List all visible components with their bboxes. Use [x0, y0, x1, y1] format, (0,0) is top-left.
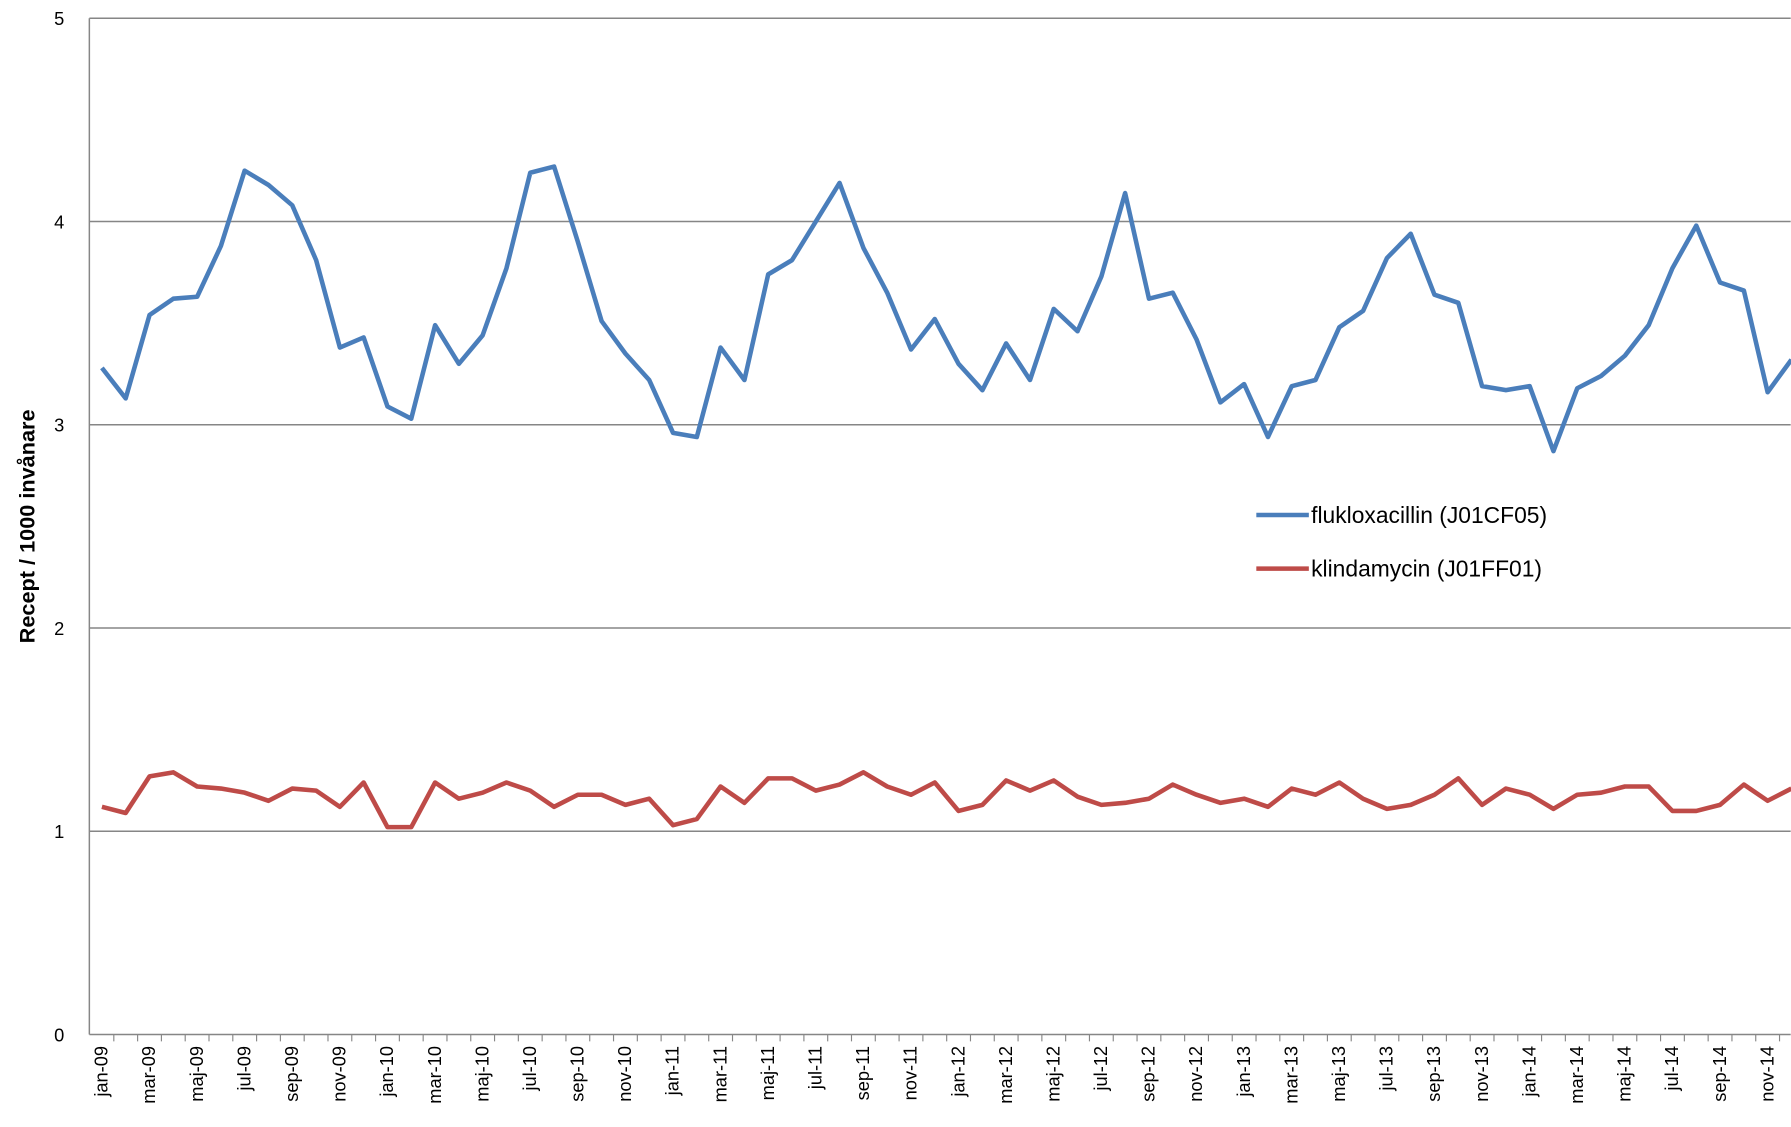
x-tick-label: nov-12	[1185, 1046, 1206, 1102]
x-tick-label: sep-13	[1423, 1046, 1444, 1102]
x-tick-label: mar-12	[995, 1046, 1016, 1104]
y-tick-label: 0	[54, 1024, 64, 1045]
x-tick-label: jan-13	[1233, 1046, 1254, 1098]
x-tick-label: jul-09	[233, 1046, 254, 1092]
legend-label: flukloxacillin (J01CF05)	[1311, 502, 1547, 528]
x-tick-label: sep-14	[1709, 1046, 1730, 1102]
x-tick-label: mar-13	[1280, 1046, 1301, 1104]
x-tick-label: jul-12	[1090, 1046, 1111, 1092]
y-tick-label: 5	[54, 8, 64, 29]
y-axis-title: Recept / 1000 invånare	[15, 409, 40, 643]
x-tick-label: sep-11	[852, 1046, 873, 1100]
legend-label: klindamycin (J01FF01)	[1311, 556, 1542, 582]
x-tick-label: jul-13	[1376, 1046, 1397, 1092]
data-line	[100, 164, 1791, 454]
x-tick-label: nov-14	[1756, 1046, 1777, 1102]
y-tick-label: 4	[54, 211, 64, 232]
y-tick-label: 1	[54, 821, 64, 842]
x-tick-label: maj-10	[471, 1046, 492, 1102]
x-tick-label: jul-11	[805, 1046, 826, 1090]
x-tick-label: maj-11	[757, 1046, 778, 1100]
x-tick-label: jul-10	[519, 1046, 540, 1092]
x-tick-label: maj-13	[1328, 1046, 1349, 1102]
x-tick-label: mar-14	[1566, 1046, 1587, 1104]
x-tick-label: maj-09	[186, 1046, 207, 1102]
x-tick-label: sep-09	[281, 1046, 302, 1102]
x-tick-label: nov-09	[329, 1046, 350, 1102]
x-tick-label: mar-09	[138, 1046, 159, 1104]
x-tick-label: jan-10	[376, 1046, 397, 1098]
x-tick-label: sep-12	[1138, 1046, 1159, 1102]
x-tick-label: jan-11	[662, 1046, 683, 1096]
y-tick-label: 3	[54, 415, 64, 436]
y-tick-label: 2	[54, 618, 64, 639]
x-tick-label: maj-14	[1614, 1046, 1635, 1102]
x-tick-label: mar-11	[709, 1046, 730, 1102]
x-tick-label: sep-10	[567, 1046, 588, 1102]
x-tick-label: jan-09	[91, 1046, 112, 1098]
x-tick-label: mar-10	[424, 1046, 445, 1104]
x-tick-label: jan-12	[947, 1046, 968, 1098]
x-tick-label: nov-10	[614, 1046, 635, 1102]
x-tick-label: jan-14	[1518, 1046, 1539, 1098]
x-tick-label: maj-12	[1042, 1046, 1063, 1102]
x-tick-label: jul-14	[1661, 1046, 1682, 1092]
x-tick-label: nov-13	[1471, 1046, 1492, 1102]
data-line	[101, 770, 1791, 830]
x-tick-label: nov-11	[900, 1046, 921, 1100]
